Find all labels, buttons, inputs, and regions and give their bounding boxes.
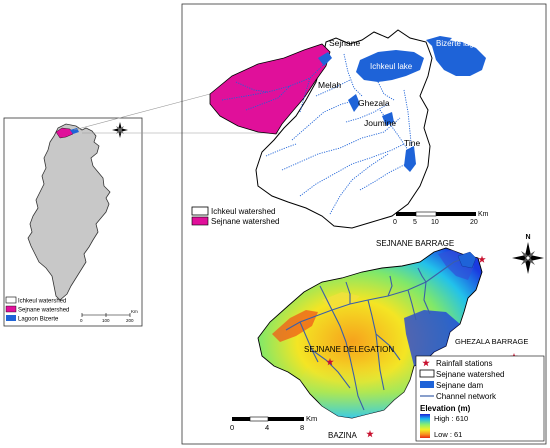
legend-elevation-ramp [420,414,430,438]
overview-legend-label-watershed: Ichkeul watershed [18,299,66,305]
label-ghezala-barrage: GHEZALA BARRAGE [455,337,528,346]
overview-legend-swatch-sejnane [5,305,17,313]
label-bazina: BAZINA [328,431,358,440]
watershed-legend-label-ichkeul: Ichkeul watershed [211,207,275,216]
legend-elevation-high: High : 610 [434,414,468,423]
label-sejnane-barrage: SEJNANE BARRAGE [376,239,454,248]
watershed-scale-tick-1: 5 [413,219,417,226]
tine-dam-shape [404,146,416,172]
elevation-scale-tick-1: 4 [265,423,269,432]
lagoon-channel [426,36,452,46]
label-ghezala: Ghezala [358,98,390,108]
connector-line-top [73,93,211,131]
label-bizerte-lagoon: Bizerte lagoon [436,39,487,48]
overview-map-panel: Ichkeul watershed Sejnane watershed Lago… [3,117,143,327]
ghezala-dam-shape [348,94,360,112]
legend-label-sejnane-watershed: Sejnane watershed [436,370,505,379]
watershed-river-network [221,53,413,215]
rainfall-station-sejnane-barrage [478,255,486,263]
legend-elevation-low: Low : 61 [434,430,462,439]
north-arrow-letter: N [526,234,531,241]
label-ichkeul-lake: Ichkeul lake [370,62,413,71]
watershed-legend-label-sejnane: Sejnane watershed [211,217,280,226]
legend-rainfall-station-icon [422,359,430,367]
elevation-scale-bar: 0 4 8 Km [230,414,317,432]
watershed-map: Sejnane Ichkeul lake Bizerte lagoon Mela… [191,29,489,229]
elevation-scale-tick-0: 0 [230,423,234,432]
rainfall-station-bazina [366,430,374,438]
overview-north-arrow-icon [112,122,128,138]
watershed-scale-tick-2: 10 [431,219,439,226]
label-sejnane: Sejnane [329,38,360,48]
legend-label-channel-network: Channel network [436,392,497,401]
legend-label-sejnane-dam: Sejnane dam [436,381,483,390]
overview-scale-tick-2: 200 [126,318,134,323]
ichkeul-lake [356,50,424,82]
watershed-legend-swatch-ichkeul [191,206,209,216]
legend-swatch-sejnane-dam [420,381,434,388]
label-joumine: Joumine [364,118,396,128]
dem-eastern-lowland [404,310,460,366]
elevation-scale-tick-2: 8 [300,423,304,432]
overview-scale-bar: 0 100 200 Km [80,309,138,323]
legend-label-rainfall-stations: Rainfall stations [436,359,492,368]
overview-legend-label-sejnane: Sejnane watershed [18,308,69,314]
overview-legend-swatch-lagoon [6,315,16,321]
tunisia-landmass [27,123,111,301]
label-tine: Tine [404,138,420,148]
overview-legend-swatch-watershed [5,296,17,304]
bizerte-lagoon [432,40,486,76]
watershed-scale-unit: Km [478,211,489,218]
overview-scale-tick-0: 0 [80,318,83,323]
label-melah: Melah [318,80,341,90]
elevation-legend: Rainfall stations Sejnane watershed Sejn… [415,355,545,442]
watershed-scale-bar: 0 5 10 20 Km [393,211,489,226]
sejnane-dam-shape [318,52,332,66]
joumine-dam-shape [382,112,394,126]
overview-scale-tick-1: 100 [102,318,110,323]
dem-channel-network [285,257,467,411]
dem-western-highland [272,310,318,342]
legend-swatch-sejnane-watershed [419,369,435,378]
elevation-scale-unit: Km [306,414,317,423]
sejnane-watershed-area [209,43,331,135]
watershed-legend-swatch-sejnane [191,216,209,226]
elevation-legend-frame [415,355,545,442]
overview-scale-unit: Km [131,309,138,314]
watershed-scale-tick-0: 0 [393,219,397,226]
watershed-scale-tick-3: 20 [470,219,478,226]
sejnane-dam [457,251,477,269]
rainfall-station-sejnane-delegation [326,358,334,366]
label-sejnane-delegation: SEJNANE DELEGATION [304,345,394,354]
north-arrow-icon [512,242,544,274]
overview-legend-label-lagoon: Lagoon Bizerte [18,317,59,323]
elevation-map: SEJNANE BARRAGE GHEZALA BARRAGE SEJNANE … [230,239,545,442]
main-map-frame [181,3,547,445]
legend-elevation-title: Elevation (m) [420,404,471,413]
